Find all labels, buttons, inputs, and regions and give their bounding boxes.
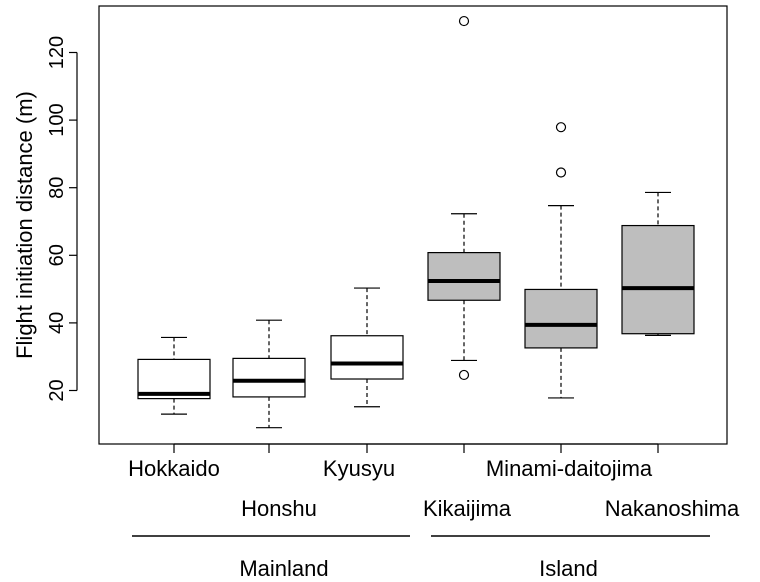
y-tick-label: 120	[46, 36, 68, 69]
x-tick-label: Minami-daitojima	[486, 456, 653, 481]
outlier-point	[458, 369, 470, 381]
y-tick-label: 60	[46, 244, 68, 266]
iqr-box	[524, 288, 598, 349]
iqr-box	[427, 251, 501, 301]
iqr-box	[330, 335, 404, 380]
group-brackets: Mainland Island	[132, 535, 710, 581]
y-tick-label: 20	[46, 379, 68, 401]
box-kikaijima	[427, 15, 501, 381]
box-minami-daitojima	[524, 122, 598, 399]
x-tick-label: Nakanoshima	[605, 496, 740, 521]
x-tick-label: Kyusyu	[323, 456, 395, 481]
x-tick-label: Hokkaido	[128, 456, 220, 481]
x-tick-label: Kikaijima	[423, 496, 512, 521]
boxes-layer	[137, 15, 695, 429]
y-axis-title: Flight initiation distance (m)	[12, 91, 37, 359]
group-label-island: Island	[539, 556, 598, 581]
outlier-point	[458, 15, 470, 27]
y-tick-label: 40	[46, 312, 68, 334]
y-axis: 20 40 60 80 100 120	[46, 36, 78, 402]
box-kyusyu	[330, 287, 404, 408]
x-tick-label: Honshu	[241, 496, 317, 521]
box-honshu	[232, 319, 306, 429]
iqr-box	[232, 357, 306, 398]
box-hokkaido	[137, 336, 211, 415]
outlier-point	[555, 122, 567, 133]
iqr-box	[621, 224, 695, 335]
outlier-point	[555, 167, 567, 178]
group-label-mainland: Mainland	[239, 556, 328, 581]
y-tick-label: 100	[46, 103, 68, 136]
y-tick-label: 80	[46, 177, 68, 199]
box-nakanoshima	[621, 191, 695, 337]
